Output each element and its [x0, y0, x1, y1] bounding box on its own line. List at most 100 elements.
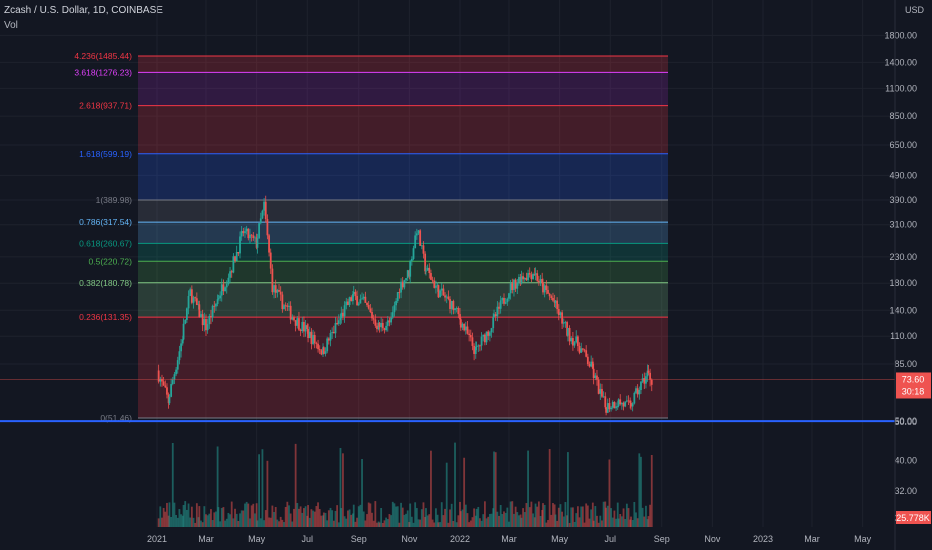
- candle-body: [216, 299, 219, 304]
- candle-body: [237, 251, 240, 254]
- volume-bar: [258, 454, 261, 527]
- volume-bar: [252, 503, 255, 527]
- candle-body: [194, 297, 197, 299]
- candle-body: [276, 290, 279, 293]
- candle-body: [159, 378, 162, 382]
- volume-bar: [401, 507, 404, 527]
- candle-body: [444, 295, 446, 298]
- volume-bar: [547, 520, 549, 527]
- candle-body: [430, 273, 432, 280]
- candle-body: [550, 296, 553, 298]
- volume-bar: [329, 507, 332, 527]
- volume-bar: [345, 518, 348, 527]
- candle-body: [498, 306, 500, 309]
- volume-bar: [347, 510, 349, 527]
- volume-bar: [170, 516, 173, 527]
- candle-body: [601, 388, 603, 397]
- candle-body: [447, 296, 450, 300]
- volume-bar: [490, 513, 493, 527]
- volume-bar: [391, 501, 394, 527]
- fib-level-label: 0(51.46): [100, 413, 132, 423]
- candle-body: [182, 323, 185, 340]
- candle-body: [396, 292, 399, 301]
- candle-body: [405, 278, 407, 281]
- candle-body: [554, 300, 557, 303]
- volume-bar: [570, 507, 573, 527]
- volume-bar: [288, 505, 290, 527]
- candle-body: [576, 336, 579, 346]
- candle-body: [588, 364, 591, 367]
- candle-body: [412, 248, 415, 259]
- candle-body: [647, 370, 650, 373]
- candle-body: [420, 245, 423, 247]
- candle-body: [232, 256, 235, 273]
- candle-body: [269, 252, 272, 269]
- volume-bar: [274, 507, 277, 527]
- candle-body: [175, 369, 177, 375]
- volume-bar: [494, 452, 497, 527]
- volume-bar: [559, 504, 562, 527]
- volume-bar: [178, 509, 181, 527]
- volume-bar: [619, 513, 622, 527]
- candle-body: [283, 305, 285, 310]
- volume-bar: [195, 503, 198, 527]
- volume-bar: [364, 520, 367, 527]
- candle-body: [284, 305, 287, 307]
- volume-bar: [219, 521, 221, 527]
- candle-body: [410, 258, 413, 262]
- candle-body: [541, 279, 544, 283]
- candle-body: [258, 223, 261, 239]
- candle-body: [357, 303, 360, 306]
- candle-body: [520, 276, 523, 284]
- volume-bar: [356, 517, 358, 527]
- candle-body: [213, 305, 216, 307]
- candle-body: [536, 273, 539, 281]
- candle-body: [445, 296, 448, 298]
- price-tick-label: 650.00: [889, 140, 917, 150]
- fib-band: [138, 317, 668, 418]
- time-tick-label: Nov: [401, 534, 418, 544]
- volume-bar: [224, 520, 226, 527]
- volume-bar: [575, 513, 578, 527]
- candle-body: [385, 325, 388, 331]
- volume-bar: [268, 517, 270, 527]
- volume-bar: [468, 522, 471, 527]
- volume-bar: [473, 508, 476, 527]
- volume-bar: [498, 515, 500, 527]
- volume-bar: [452, 520, 455, 527]
- volume-bar: [185, 509, 188, 527]
- candle-body: [508, 293, 510, 299]
- candle-body: [298, 318, 300, 330]
- candle-body: [345, 301, 348, 306]
- candle-body: [261, 210, 264, 219]
- volume-bar: [420, 509, 423, 527]
- volume-bar: [539, 515, 542, 527]
- candle-body: [471, 337, 474, 346]
- candle-body: [308, 331, 311, 338]
- candle-body: [482, 334, 485, 337]
- volume-bar: [162, 507, 165, 527]
- fib-level-label: 1.618(599.19): [79, 149, 132, 159]
- volume-bar: [562, 516, 565, 527]
- candle-body: [291, 317, 294, 320]
- volume-bar: [336, 505, 339, 527]
- candle-body: [286, 305, 289, 307]
- price-tick-label: 50.00: [894, 416, 917, 426]
- volume-bar: [237, 520, 240, 527]
- fib-level-label: 4.236(1485.44): [74, 51, 132, 61]
- candle-body: [381, 322, 384, 329]
- volume-bar: [263, 520, 265, 527]
- volume-bar: [627, 508, 630, 527]
- volume-bar: [568, 522, 571, 527]
- volume-bar: [173, 502, 176, 527]
- volume-bars: [157, 442, 653, 527]
- volume-bar: [159, 506, 162, 527]
- volume-bar: [286, 501, 289, 527]
- volume-tick-label: 50.00: [894, 417, 917, 427]
- volume-bar: [450, 503, 453, 527]
- candle-body: [176, 360, 179, 370]
- volume-bar: [482, 514, 485, 527]
- candle-body: [636, 388, 639, 395]
- candle-body: [645, 376, 647, 384]
